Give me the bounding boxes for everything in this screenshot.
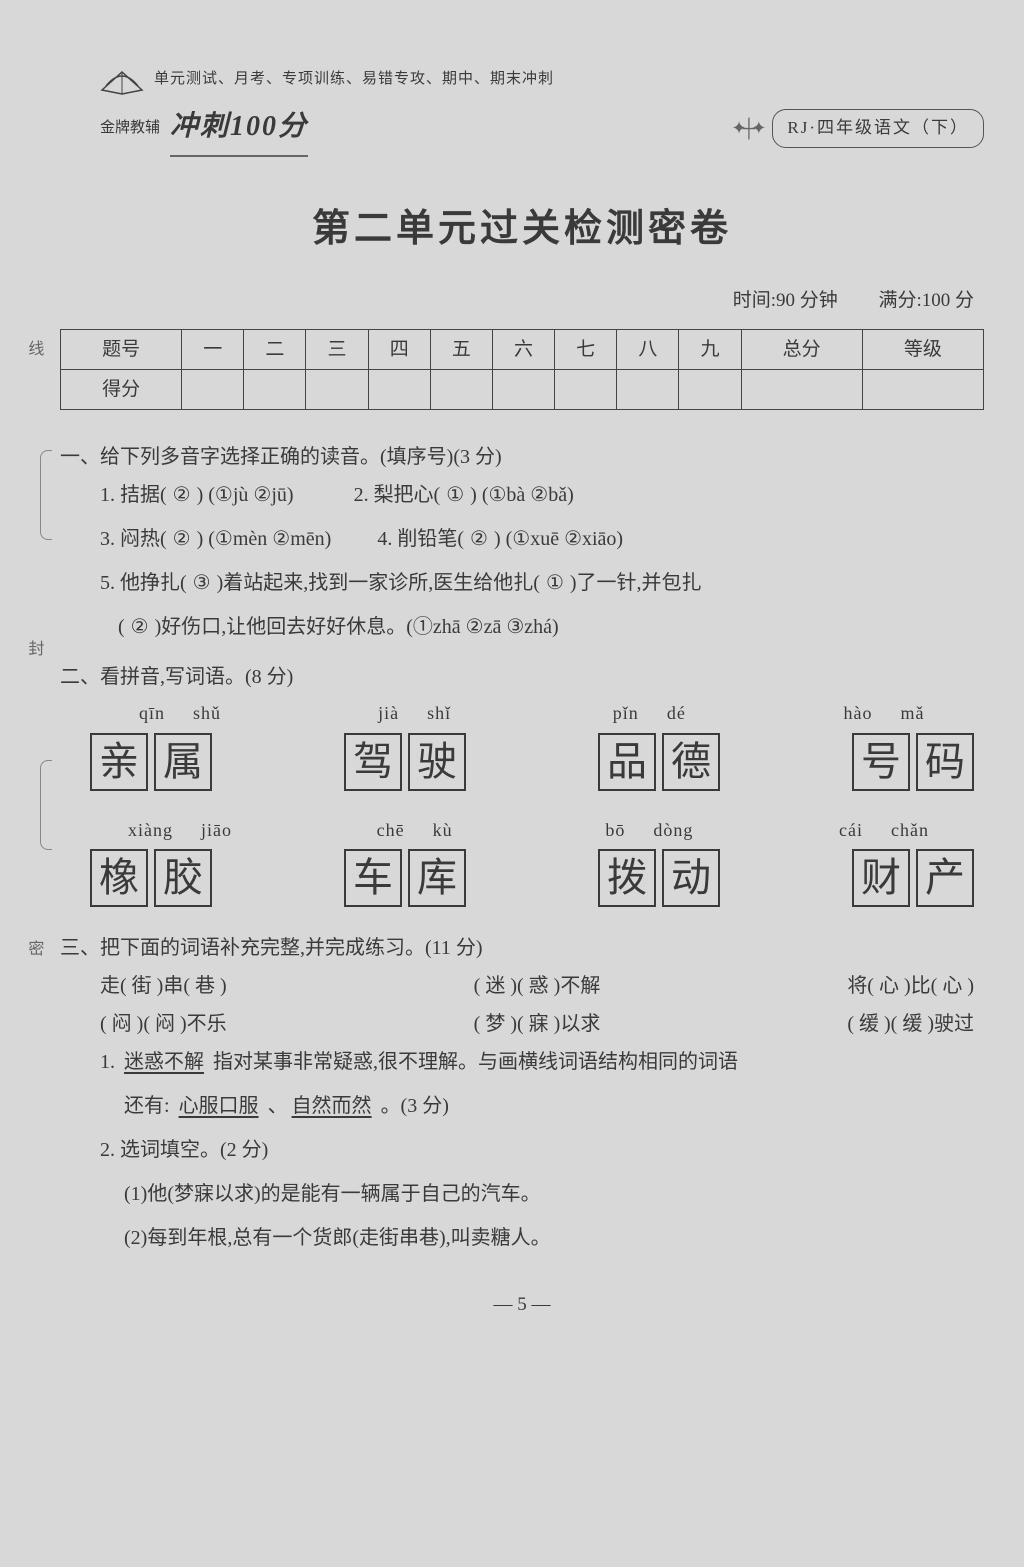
td bbox=[555, 370, 617, 410]
q3-sub1: 1. 迷惑不解 指对某事非常疑惑,很不理解。与画横线词语结构相同的词语 bbox=[60, 1043, 984, 1081]
th: 六 bbox=[492, 330, 554, 370]
th: 总分 bbox=[741, 330, 862, 370]
q3-sub2-1: (1)他(梦寐以求)的是能有一辆属于自己的汽车。 bbox=[60, 1175, 984, 1213]
char-box: 属 bbox=[154, 733, 212, 791]
char-group: 品德 bbox=[598, 733, 720, 791]
td bbox=[430, 370, 492, 410]
header-subtitle: 单元测试、月考、专项训练、易错专攻、期中、期末冲刺 bbox=[154, 65, 554, 94]
char-box: 橡 bbox=[90, 849, 148, 907]
q3-sub1-line2: 还有: 心服口服 、自然而然 。(3 分) bbox=[60, 1087, 984, 1125]
char-group: 财产 bbox=[852, 849, 974, 907]
brand-text: 金牌教辅 bbox=[100, 114, 160, 143]
q3-phrase: ( 迷 )( 惑 )不解 bbox=[474, 967, 601, 1005]
td bbox=[492, 370, 554, 410]
char-box: 库 bbox=[408, 849, 466, 907]
td: 得分 bbox=[61, 370, 182, 410]
td bbox=[679, 370, 741, 410]
td bbox=[862, 370, 983, 410]
table-row: 题号 一 二 三 四 五 六 七 八 九 总分 等级 bbox=[61, 330, 984, 370]
side-label: 线 bbox=[18, 340, 48, 366]
grade-badge: RJ·四年级语文（下） bbox=[772, 109, 984, 147]
td bbox=[244, 370, 306, 410]
char-box: 驾 bbox=[344, 733, 402, 791]
q1-line: 5. 他挣扎(③)着站起来,找到一家诊所,医生给他扎(①)了一针,并包扎 bbox=[100, 564, 984, 602]
char-box: 拨 bbox=[598, 849, 656, 907]
q1-line: 3. 闷热(②) (①mèn ②mēn) 4. 削铅笔(②) (①xuē ②xi… bbox=[100, 520, 984, 558]
td bbox=[368, 370, 430, 410]
q3-phrase: ( 缓 )( 缓 )驶过 bbox=[847, 1005, 974, 1043]
table-row: 得分 bbox=[61, 370, 984, 410]
question-2: 二、看拼音,写词语。(8 分) qīnshǔjiàshǐpǐndéhàomǎ亲属… bbox=[60, 658, 984, 906]
q1-line: 1. 拮据(②) (①jù ②jū) 2. 梨把心(①) (①bà ②bǎ) bbox=[100, 476, 984, 514]
q1-line: (②)好伤口,让他回去好好休息。(①zhā ②zā ③zhá) bbox=[100, 608, 984, 646]
char-box: 号 bbox=[852, 733, 910, 791]
char-box: 车 bbox=[344, 849, 402, 907]
pinyin-group: pǐndé bbox=[559, 696, 739, 730]
th: 七 bbox=[555, 330, 617, 370]
time-label: 时间:90 分钟 bbox=[733, 290, 838, 311]
char-box: 财 bbox=[852, 849, 910, 907]
page-number: — 5 — bbox=[60, 1287, 984, 1323]
td bbox=[741, 370, 862, 410]
pinyin-group: bōdòng bbox=[559, 813, 739, 847]
pinyin-group: chēkù bbox=[325, 813, 505, 847]
question-1: 一、给下列多音字选择正确的读音。(填序号)(3 分) 1. 拮据(②) (①jù… bbox=[60, 438, 984, 646]
fullscore-label: 满分:100 分 bbox=[878, 290, 974, 311]
char-box: 码 bbox=[916, 733, 974, 791]
header-row2: 金牌教辅 冲刺100分 ✦┼✦ RJ·四年级语文（下） bbox=[100, 100, 984, 157]
q1-title: 一、给下列多音字选择正确的读音。(填序号)(3 分) bbox=[60, 438, 984, 476]
char-box: 动 bbox=[662, 849, 720, 907]
char-box: 德 bbox=[662, 733, 720, 791]
q3-phrase: 走( 街 )串( 巷 ) bbox=[100, 967, 227, 1005]
th: 八 bbox=[617, 330, 679, 370]
th: 题号 bbox=[61, 330, 182, 370]
char-group: 拨动 bbox=[598, 849, 720, 907]
th: 一 bbox=[182, 330, 244, 370]
char-box: 胶 bbox=[154, 849, 212, 907]
char-box: 品 bbox=[598, 733, 656, 791]
pinyin-group: jiàshǐ bbox=[325, 696, 505, 730]
star-deco-icon: ✦┼✦ bbox=[731, 111, 762, 145]
td bbox=[617, 370, 679, 410]
q3-phrase: ( 闷 )( 闷 )不乐 bbox=[100, 1005, 227, 1043]
side-label: 封 bbox=[18, 640, 48, 666]
q3-sub2-title: 2. 选词填空。(2 分) bbox=[60, 1131, 984, 1169]
side-label: 密 bbox=[18, 940, 48, 966]
q3-title: 三、把下面的词语补充完整,并完成练习。(11 分) bbox=[60, 929, 984, 967]
td bbox=[182, 370, 244, 410]
char-group: 车库 bbox=[344, 849, 466, 907]
book-logo-icon bbox=[100, 60, 144, 98]
th: 等级 bbox=[862, 330, 983, 370]
side-tick bbox=[40, 760, 52, 850]
char-box: 产 bbox=[916, 849, 974, 907]
q3-sub2-2: (2)每到年根,总有一个货郎(走街串巷),叫卖糖人。 bbox=[60, 1219, 984, 1257]
th: 三 bbox=[306, 330, 368, 370]
slogan: 冲刺100分 bbox=[170, 100, 308, 157]
char-box: 驶 bbox=[408, 733, 466, 791]
th: 四 bbox=[368, 330, 430, 370]
score-table: 题号 一 二 三 四 五 六 七 八 九 总分 等级 得分 bbox=[60, 329, 984, 410]
th: 五 bbox=[430, 330, 492, 370]
exam-meta: 时间:90 分钟 满分:100 分 bbox=[60, 283, 984, 319]
char-group: 橡胶 bbox=[90, 849, 212, 907]
char-box: 亲 bbox=[90, 733, 148, 791]
char-group: 亲属 bbox=[90, 733, 212, 791]
main-title: 第二单元过关检测密卷 bbox=[60, 193, 984, 265]
header-top: 单元测试、月考、专项训练、易错专攻、期中、期末冲刺 bbox=[100, 60, 984, 98]
q3-phrase: 将( 心 )比( 心 ) bbox=[847, 967, 974, 1005]
th: 九 bbox=[679, 330, 741, 370]
side-tick bbox=[40, 450, 52, 540]
td bbox=[306, 370, 368, 410]
char-group: 号码 bbox=[852, 733, 974, 791]
th: 二 bbox=[244, 330, 306, 370]
question-3: 三、把下面的词语补充完整,并完成练习。(11 分) 走( 街 )串( 巷 )( … bbox=[60, 929, 984, 1257]
char-group: 驾驶 bbox=[344, 733, 466, 791]
q3-phrase: ( 梦 )( 寐 )以求 bbox=[474, 1005, 601, 1043]
q2-title: 二、看拼音,写词语。(8 分) bbox=[60, 658, 984, 696]
